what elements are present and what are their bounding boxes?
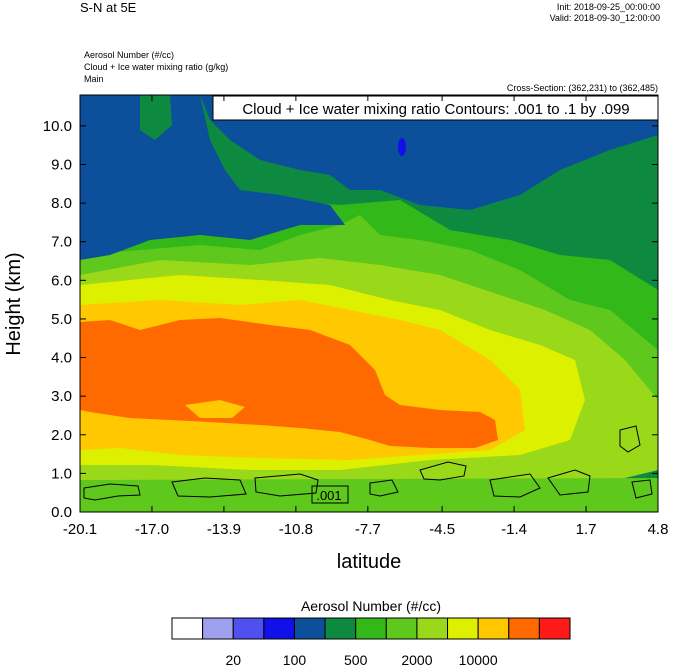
plot-frame <box>79 94 659 513</box>
x-tick-label: -13.9 <box>207 521 241 538</box>
y-tick-label: 9.0 <box>51 157 72 174</box>
contour-line <box>254 473 319 497</box>
colorbar-title: Aerosol Number (#/cc) <box>301 598 441 614</box>
contour-info-text: Cloud + Ice water mixing ratio Contours:… <box>242 101 629 118</box>
y-tick-label: 10.0 <box>43 118 72 135</box>
colorbar-swatch <box>232 617 265 640</box>
heatmap-fill <box>80 95 658 512</box>
plot-main-title: S-N at 5E <box>80 0 137 15</box>
y-tick-label: 5.0 <box>51 311 72 328</box>
cross-section-label: Cross-Section: (362,231) to (362,485) <box>507 83 658 93</box>
valid-time: Valid: 2018-09-30_12:00:00 <box>550 13 660 23</box>
y-tick-label: 2.0 <box>51 427 72 444</box>
y-tick-label: 4.0 <box>51 350 72 367</box>
contour-line <box>619 425 641 453</box>
colorbar-label: 10000 <box>459 652 498 668</box>
band-green-wedge <box>140 95 172 140</box>
colorbar-swatch <box>171 617 204 640</box>
band-amber-notch <box>185 400 245 418</box>
x-tick-label: -20.1 <box>63 521 97 538</box>
colorbar-swatch <box>538 617 571 640</box>
contour-line <box>631 479 653 499</box>
x-tick-label: 4.8 <box>648 521 669 538</box>
x-axis-title: latitude <box>337 551 402 573</box>
colorbar-label: 100 <box>283 652 307 668</box>
x-tick-label: -7.7 <box>355 521 381 538</box>
y-tick-label: 8.0 <box>51 195 72 212</box>
y-tick-label: 6.0 <box>51 272 72 289</box>
x-tick-label: -10.8 <box>279 521 313 538</box>
colorbar-swatch <box>508 617 540 640</box>
colorbar-swatch <box>324 617 357 640</box>
x-tick-label: -17.0 <box>135 521 169 538</box>
field-label-cloud: Cloud + Ice water mixing ratio (g/kg) <box>84 62 228 72</box>
colorbar-label: 500 <box>344 652 368 668</box>
cloud-contours <box>83 425 653 504</box>
colorbar <box>171 617 571 640</box>
x-tick-label: -1.4 <box>501 521 527 538</box>
contour-line <box>489 473 541 498</box>
band-dark-blue-right <box>200 95 658 210</box>
x-axis: -20.1 -17.0 -13.9 -10.8 -7.7 -4.5 -1.4 1.7 4.8 <box>63 95 669 538</box>
field-label-main: Main <box>84 74 104 84</box>
y-tick-label: 0.0 <box>51 504 72 521</box>
colorbar-swatch <box>293 617 326 640</box>
band-orange-shade <box>80 318 498 448</box>
band-dark-blue-shade <box>80 95 345 260</box>
contour-line <box>83 483 141 501</box>
y-tick-label: 3.0 <box>51 388 72 405</box>
colorbar-swatch <box>447 617 479 640</box>
y-tick-label: 1.0 <box>51 465 72 482</box>
x-tick-label: 1.7 <box>576 521 597 538</box>
contour-line <box>547 469 591 496</box>
contour-line <box>171 477 247 498</box>
init-time: Init: 2018-09-25_00:00:00 <box>557 2 660 12</box>
band-dark-blue-spot <box>398 138 406 156</box>
colorbar-label: 20 <box>225 652 241 668</box>
colorbar-swatch <box>477 617 510 640</box>
colorbar-swatch <box>263 617 295 640</box>
colorbar-label: 2000 <box>401 652 432 668</box>
x-tick-label: -4.5 <box>429 521 455 538</box>
contour-line <box>311 485 349 504</box>
contour-info-box <box>212 95 659 121</box>
colorbar-swatch <box>385 617 418 640</box>
colorbar-swatch <box>202 617 234 640</box>
colorbar-labels: 20 100 500 2000 10000 <box>225 652 497 668</box>
y-tick-label: 7.0 <box>51 234 72 251</box>
contour-line <box>419 461 467 481</box>
contour-inline-label: .001 <box>316 488 341 503</box>
colorbar-swatch <box>416 617 449 640</box>
y-axis: 0.0 1.0 2.0 3.0 4.0 5.0 6.0 7.0 8.0 9.0 10.0 <box>43 118 658 521</box>
field-label-aerosol: Aerosol Number (#/cc) <box>84 50 174 60</box>
colorbar-swatch <box>355 617 387 640</box>
contour-line <box>369 479 399 497</box>
band-light-green-bottom <box>80 478 658 512</box>
y-axis-title: Height (km) <box>3 252 25 355</box>
